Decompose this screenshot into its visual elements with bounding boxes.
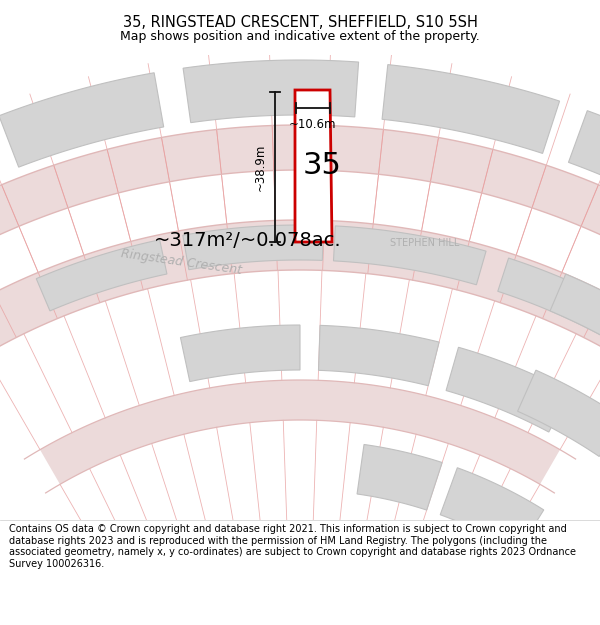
- Text: 35, RINGSTEAD CRESCENT, SHEFFIELD, S10 5SH: 35, RINGSTEAD CRESCENT, SHEFFIELD, S10 5…: [122, 16, 478, 31]
- Text: ~38.9m: ~38.9m: [254, 143, 266, 191]
- Polygon shape: [36, 240, 167, 311]
- Polygon shape: [319, 326, 439, 386]
- Text: 35: 35: [302, 151, 341, 179]
- Polygon shape: [183, 60, 359, 122]
- Text: Contains OS data © Crown copyright and database right 2021. This information is : Contains OS data © Crown copyright and d…: [9, 524, 576, 569]
- Polygon shape: [357, 444, 442, 510]
- Polygon shape: [183, 225, 323, 270]
- Polygon shape: [40, 380, 560, 484]
- Polygon shape: [550, 274, 600, 363]
- Polygon shape: [568, 111, 600, 234]
- Polygon shape: [0, 72, 164, 167]
- Text: ~317m²/~0.078ac.: ~317m²/~0.078ac.: [154, 231, 342, 249]
- Polygon shape: [382, 64, 560, 153]
- Polygon shape: [181, 325, 300, 382]
- Text: Ringstead Crescent: Ringstead Crescent: [120, 247, 242, 277]
- Polygon shape: [295, 90, 332, 242]
- Polygon shape: [0, 125, 600, 341]
- Polygon shape: [0, 220, 600, 384]
- Text: STEPHEN HILL: STEPHEN HILL: [390, 238, 460, 248]
- Text: ~10.6m: ~10.6m: [289, 118, 337, 131]
- Polygon shape: [518, 370, 600, 456]
- Polygon shape: [498, 258, 600, 346]
- Polygon shape: [440, 468, 544, 552]
- Polygon shape: [334, 226, 486, 285]
- Text: Map shows position and indicative extent of the property.: Map shows position and indicative extent…: [120, 30, 480, 43]
- Polygon shape: [446, 348, 570, 432]
